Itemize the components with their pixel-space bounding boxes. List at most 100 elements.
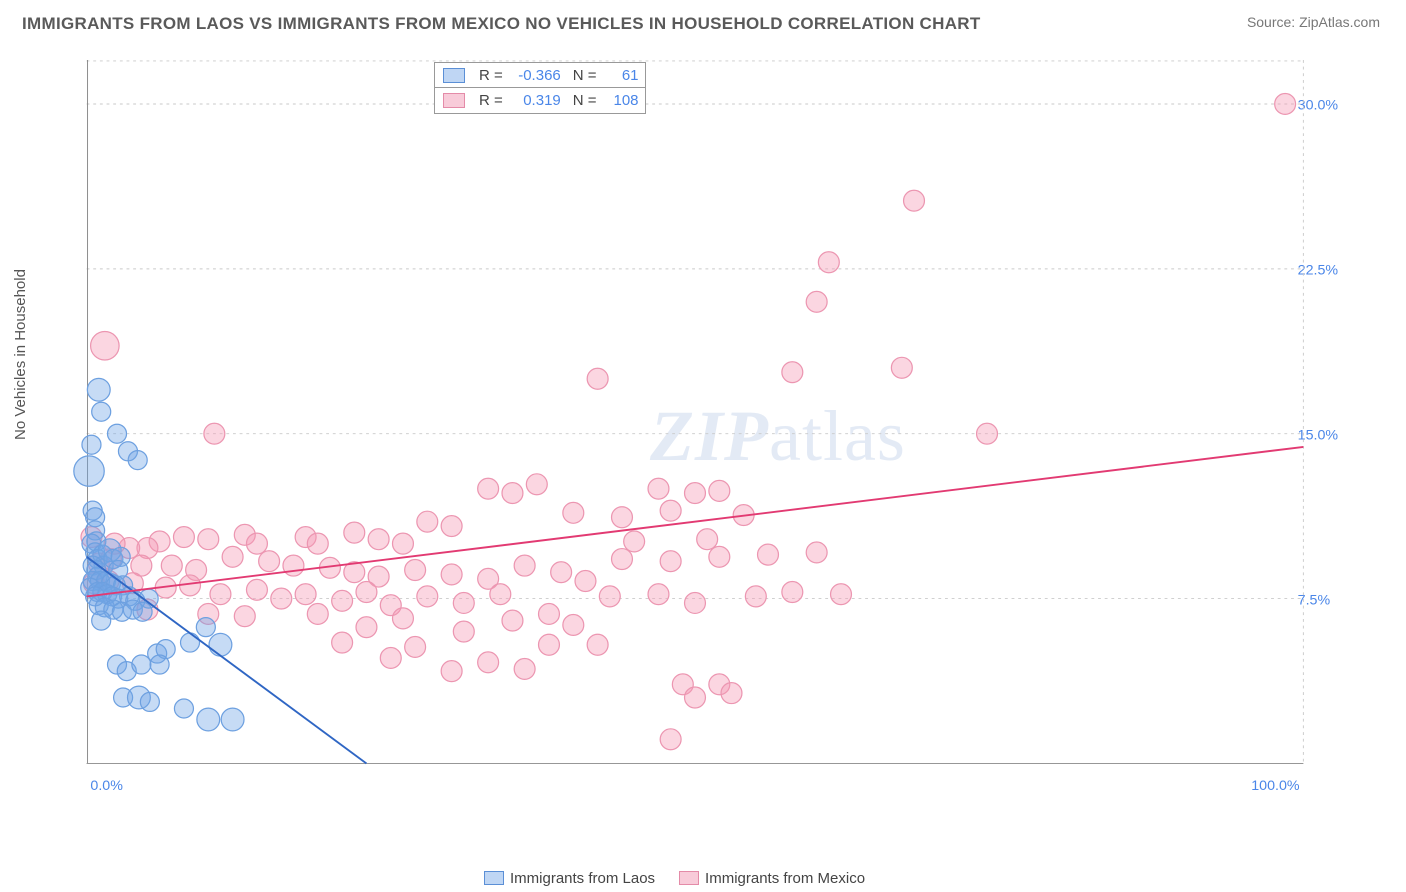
data-point-mexico	[612, 507, 633, 528]
data-point-mexico	[307, 604, 328, 625]
data-point-mexico	[551, 562, 572, 583]
data-point-mexico	[563, 502, 584, 523]
data-point-mexico	[173, 527, 194, 548]
data-point-laos	[92, 402, 111, 421]
data-point-laos	[132, 655, 151, 674]
data-point-mexico	[660, 729, 681, 750]
data-point-mexico	[198, 529, 219, 550]
data-point-mexico	[526, 474, 547, 495]
data-point-mexico	[332, 632, 353, 653]
y-axis-label: No Vehicles in Household	[12, 269, 29, 440]
data-point-mexico	[210, 584, 231, 605]
data-point-mexico	[91, 332, 120, 361]
data-point-mexico	[204, 423, 225, 444]
data-point-mexico	[393, 608, 414, 629]
source-citation: Source: ZipAtlas.com	[1247, 14, 1380, 30]
swatch-laos-icon	[443, 68, 465, 83]
data-point-mexico	[709, 480, 730, 501]
bottom-legend: Immigrants from Laos Immigrants from Mex…	[484, 870, 865, 887]
data-point-laos	[133, 602, 152, 621]
data-point-mexico	[478, 478, 499, 499]
data-point-laos	[128, 451, 147, 470]
swatch-mexico-icon	[679, 871, 699, 885]
n-value-laos: 61	[603, 67, 645, 84]
data-point-mexico	[758, 544, 779, 565]
data-point-mexico	[612, 549, 633, 570]
data-point-mexico	[332, 590, 353, 611]
data-point-laos	[108, 424, 127, 443]
data-point-mexico	[782, 582, 803, 603]
data-point-mexico	[891, 357, 912, 378]
data-point-laos	[197, 708, 220, 731]
data-point-mexico	[222, 546, 243, 567]
legend-label-mexico: Immigrants from Mexico	[705, 870, 865, 887]
data-point-mexico	[660, 551, 681, 572]
data-point-mexico	[539, 634, 560, 655]
svg-text:100.0%: 100.0%	[1251, 778, 1300, 794]
r-label: R =	[473, 67, 509, 84]
data-point-mexico	[721, 683, 742, 704]
n-value-mexico: 108	[603, 92, 645, 109]
data-point-mexico	[1275, 94, 1296, 115]
data-point-mexico	[831, 584, 852, 605]
data-point-mexico	[806, 291, 827, 312]
data-point-laos	[82, 435, 101, 454]
data-point-mexico	[344, 522, 365, 543]
chart-title: IMMIGRANTS FROM LAOS VS IMMIGRANTS FROM …	[22, 14, 981, 34]
data-point-laos	[87, 378, 110, 401]
trend-line-mexico	[87, 447, 1304, 596]
scatter-plot: 7.5%15.0%22.5%30.0%0.0%100.0% R = -0.366…	[54, 60, 1374, 830]
data-point-mexico	[246, 533, 267, 554]
data-point-mexico	[393, 533, 414, 554]
swatch-mexico-icon	[443, 93, 465, 108]
data-point-mexico	[441, 661, 462, 682]
data-point-laos	[181, 633, 200, 652]
data-point-mexico	[599, 586, 620, 607]
data-point-laos	[221, 708, 244, 731]
data-point-laos	[140, 692, 159, 711]
data-point-mexico	[685, 687, 706, 708]
data-point-mexico	[977, 423, 998, 444]
data-point-mexico	[818, 252, 839, 273]
legend-item-laos: Immigrants from Laos	[484, 870, 655, 887]
corr-row-laos: R = -0.366 N = 61	[435, 63, 645, 88]
swatch-laos-icon	[484, 871, 504, 885]
data-point-mexico	[648, 478, 669, 499]
data-point-mexico	[259, 551, 280, 572]
svg-text:0.0%: 0.0%	[90, 778, 123, 794]
data-point-mexico	[405, 636, 426, 657]
data-point-mexico	[745, 586, 766, 607]
data-point-mexico	[307, 533, 328, 554]
data-point-mexico	[380, 647, 401, 668]
data-point-laos	[196, 618, 215, 637]
svg-text:22.5%: 22.5%	[1298, 263, 1339, 279]
data-point-mexico	[478, 652, 499, 673]
data-point-mexico	[660, 500, 681, 521]
data-point-mexico	[697, 529, 718, 550]
data-point-mexico	[417, 586, 438, 607]
r-value-laos: -0.366	[509, 67, 567, 84]
plot-svg: 7.5%15.0%22.5%30.0%0.0%100.0%	[54, 60, 1374, 830]
n-label: N =	[567, 92, 603, 109]
data-point-mexico	[405, 560, 426, 581]
data-point-laos	[209, 633, 232, 656]
data-point-mexico	[441, 564, 462, 585]
legend-item-mexico: Immigrants from Mexico	[679, 870, 865, 887]
data-point-mexico	[624, 531, 645, 552]
data-point-mexico	[904, 190, 925, 211]
data-point-mexico	[295, 584, 316, 605]
data-point-mexico	[648, 584, 669, 605]
data-point-mexico	[368, 529, 389, 550]
data-point-mexico	[575, 571, 596, 592]
data-point-mexico	[587, 634, 608, 655]
data-point-mexico	[685, 593, 706, 614]
data-point-mexico	[563, 615, 584, 636]
data-point-mexico	[246, 579, 267, 600]
data-point-laos	[74, 456, 104, 486]
data-point-mexico	[356, 617, 377, 638]
data-point-mexico	[453, 593, 474, 614]
data-point-mexico	[161, 555, 182, 576]
data-point-mexico	[356, 582, 377, 603]
data-point-mexico	[271, 588, 292, 609]
data-point-mexico	[502, 483, 523, 504]
